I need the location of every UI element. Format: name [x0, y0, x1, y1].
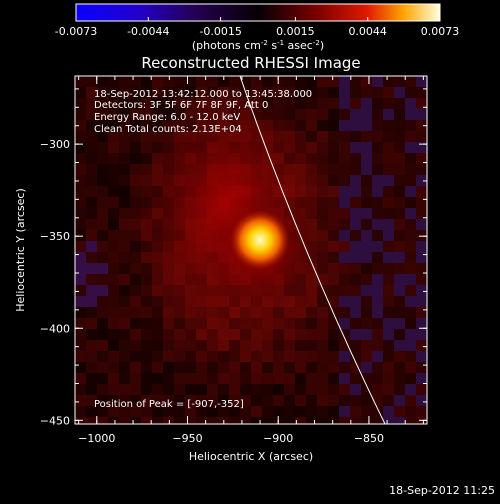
- annotations: 18-Sep-2012 13:42:12.000 to 13:45:38.000…: [94, 89, 312, 410]
- colorbar-tick-label: -0.0015: [199, 25, 241, 38]
- colorbar-gradient: [75, 3, 441, 22]
- colorbar-tick-label: 0.0044: [348, 25, 387, 38]
- y-tick-label: −350: [40, 230, 70, 243]
- colorbar-tick-label: -0.0044: [127, 25, 169, 38]
- colorbar-tick-label: 0.0073: [421, 25, 460, 38]
- x-tick-label: −900: [263, 432, 293, 445]
- y-tick-label: −400: [40, 322, 70, 335]
- solar-limb: [239, 76, 386, 424]
- flare-peak: [230, 210, 290, 270]
- colorbar-ticks: -0.0073 -0.0044 -0.0015 0.0015 0.0044 0.0073: [55, 17, 459, 38]
- x-tick-label: −950: [172, 432, 202, 445]
- annotation-clean: Clean Total counts: 2.13E+04: [94, 124, 242, 135]
- plot-title: Reconstructed RHESSI Image: [141, 54, 360, 72]
- colorbar-tick-label: -0.0073: [55, 25, 97, 38]
- annotation-energy: Energy Range: 6.0 - 12.0 keV: [94, 112, 240, 123]
- x-axis-ticks: −1000 −950 −900 −850: [78, 76, 424, 445]
- colorbar-tick-label: 0.0015: [276, 25, 315, 38]
- y-axis-ticks: −300 −350 −400 −450: [40, 88, 427, 427]
- footer-timestamp: 18-Sep-2012 11:25: [389, 484, 495, 497]
- peak-position-label: Position of Peak = [-907,-352]: [94, 399, 244, 410]
- colorbar: -0.0073 -0.0044 -0.0015 0.0015 0.0044 0.0073 …: [55, 3, 459, 52]
- plot-frame: [74, 75, 428, 425]
- colorbar-units: (photons cm-2 s-1 asec-2): [192, 39, 324, 52]
- rhessi-image: [75, 76, 427, 424]
- x-tick-label: −1000: [78, 432, 115, 445]
- y-tick-label: −450: [40, 414, 70, 427]
- x-tick-label: −850: [354, 432, 384, 445]
- x-axis-label: Heliocentric X (arcsec): [189, 450, 313, 463]
- y-tick-label: −300: [40, 138, 70, 151]
- y-axis-label: Heliocentric Y (arcsec): [14, 188, 27, 312]
- annotation-time: 18-Sep-2012 13:42:12.000 to 13:45:38.000: [94, 89, 312, 100]
- annotation-detectors: Detectors: 3F 5F 6F 7F 8F 9F, Att 0: [94, 100, 268, 111]
